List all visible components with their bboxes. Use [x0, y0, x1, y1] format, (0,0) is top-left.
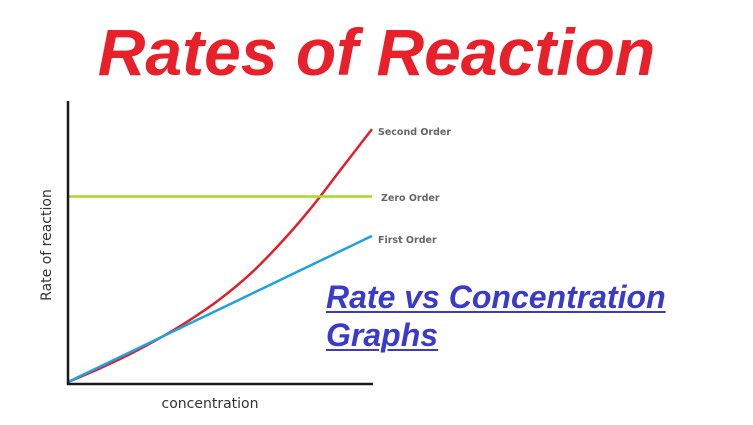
plot-lines: [67, 128, 373, 384]
page-title: Rates of Reaction: [97, 15, 656, 89]
subtitle-line-2: Graphs: [326, 317, 439, 353]
subtitle-link[interactable]: Rate vs Concentration Graphs: [326, 278, 666, 354]
series-first-order-line: [67, 234, 373, 384]
legend-zero-order: Zero Order: [381, 193, 440, 204]
legend-second-order: Second Order: [378, 127, 451, 138]
subtitle-line-1: Rate vs Concentration: [326, 279, 666, 315]
x-axis-label: concentration: [162, 396, 259, 412]
y-axis-label: Rate of reaction: [39, 189, 55, 301]
legend-first-order: First Order: [378, 235, 437, 246]
